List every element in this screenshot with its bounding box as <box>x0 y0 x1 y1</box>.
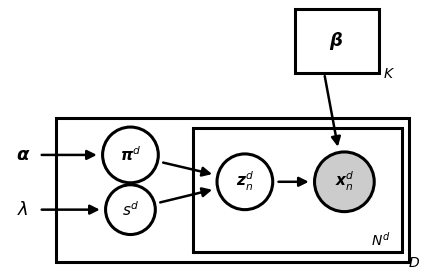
Text: $\lambda$: $\lambda$ <box>17 201 29 219</box>
Circle shape <box>217 154 273 210</box>
Circle shape <box>315 152 374 212</box>
Text: $N^d$: $N^d$ <box>371 230 391 249</box>
Text: $\boldsymbol{\alpha}$: $\boldsymbol{\alpha}$ <box>16 146 30 164</box>
Text: $K$: $K$ <box>383 67 395 81</box>
Bar <box>56 118 409 262</box>
Text: $D$: $D$ <box>408 256 420 270</box>
Circle shape <box>106 185 155 235</box>
Circle shape <box>103 127 158 183</box>
Text: $\boldsymbol{x}_n^d$: $\boldsymbol{x}_n^d$ <box>335 170 354 193</box>
Text: $\boldsymbol{\pi}^d$: $\boldsymbol{\pi}^d$ <box>120 146 141 164</box>
Bar <box>193 128 402 252</box>
Text: $\boldsymbol{\beta}$: $\boldsymbol{\beta}$ <box>330 31 344 53</box>
Text: $\boldsymbol{z}_n^d$: $\boldsymbol{z}_n^d$ <box>236 170 254 193</box>
Text: $s^d$: $s^d$ <box>122 200 139 219</box>
Bar <box>295 9 379 73</box>
